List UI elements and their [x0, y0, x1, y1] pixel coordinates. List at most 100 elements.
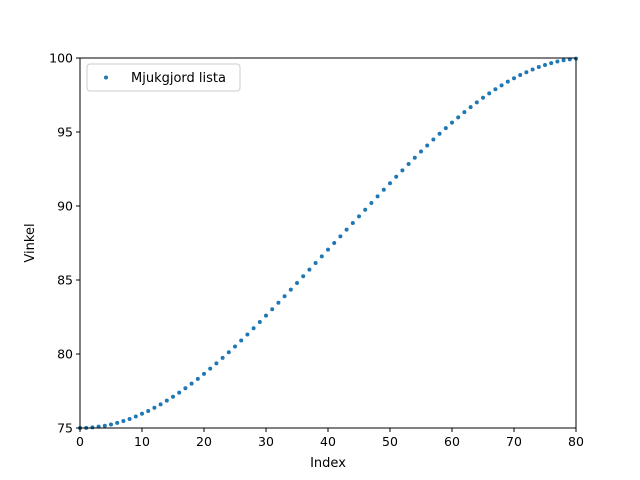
data-point [307, 267, 312, 272]
data-point [456, 115, 461, 120]
data-point [419, 149, 423, 154]
data-point [400, 168, 405, 173]
data-point [487, 91, 492, 96]
data-point [499, 83, 504, 88]
x-tick-label: 50 [382, 434, 398, 449]
data-point [164, 398, 169, 403]
data-point [115, 420, 120, 425]
data-point [202, 371, 206, 376]
data-point [443, 126, 448, 131]
data-point [357, 214, 361, 219]
data-point [220, 355, 225, 360]
data-point [195, 376, 200, 381]
x-axis-label: Index [310, 456, 346, 471]
legend-entry-label: Mjukgjord lista [131, 71, 226, 86]
x-tick-label: 0 [76, 434, 84, 449]
data-point [549, 61, 554, 66]
y-tick-label: 85 [57, 273, 73, 288]
data-point [270, 307, 275, 312]
x-tick-label: 60 [444, 434, 460, 449]
data-point [183, 386, 188, 391]
y-axis-ticks: 75 80 85 90 95 100 [49, 51, 80, 436]
y-tick-label: 100 [49, 51, 73, 66]
x-tick-label: 70 [506, 434, 522, 449]
data-point [338, 234, 343, 239]
data-point [158, 402, 163, 407]
x-tick-label: 40 [320, 434, 336, 449]
data-point [555, 59, 560, 64]
data-point [208, 366, 213, 371]
data-point [133, 414, 138, 419]
data-point [512, 76, 516, 81]
data-point [493, 87, 498, 92]
x-tick-label: 30 [258, 434, 274, 449]
data-point [257, 320, 262, 325]
y-tick-label: 80 [57, 347, 73, 362]
data-point [425, 143, 430, 148]
data-point [530, 67, 535, 72]
data-point [177, 390, 182, 395]
data-point [468, 105, 473, 110]
data-point [233, 344, 237, 349]
data-point [369, 201, 374, 206]
data-point [481, 95, 485, 100]
data-point [474, 100, 479, 105]
data-point [282, 294, 287, 299]
data-point [295, 280, 299, 285]
data-point [251, 326, 256, 331]
data-point [505, 79, 510, 84]
data-point [226, 350, 231, 355]
data-point [543, 62, 547, 67]
data-point [431, 137, 436, 142]
data-point [109, 422, 113, 427]
data-point [462, 110, 467, 115]
data-point [288, 287, 293, 292]
data-point [121, 419, 126, 424]
legend-marker [104, 75, 108, 80]
data-point [146, 408, 151, 413]
data-point [189, 381, 194, 386]
y-tick-label: 90 [57, 199, 73, 214]
x-tick-label: 20 [196, 434, 212, 449]
data-point [276, 300, 281, 305]
data-point [332, 241, 337, 245]
data-point [239, 338, 244, 343]
data-point [140, 411, 144, 416]
data-point [214, 361, 219, 366]
y-axis-label: Vinkel [23, 223, 38, 262]
data-point [326, 247, 330, 252]
data-point [388, 181, 392, 186]
legend-box [86, 63, 241, 92]
data-point [536, 65, 541, 70]
data-point [412, 155, 417, 160]
data-point [363, 207, 368, 212]
data-point [375, 194, 380, 199]
data-point [102, 423, 107, 428]
data-point [406, 161, 411, 166]
data-point [171, 394, 175, 399]
data-points [78, 56, 578, 430]
data-point [127, 416, 132, 421]
x-tick-label: 10 [134, 434, 150, 449]
data-point [350, 221, 355, 226]
data-point [381, 187, 386, 192]
data-point [313, 260, 318, 265]
data-point [561, 58, 566, 63]
y-tick-label: 95 [57, 125, 73, 140]
data-point [245, 332, 250, 337]
legend: Mjukgjord lista [86, 63, 241, 92]
data-point [344, 227, 349, 232]
data-point [394, 174, 399, 179]
y-tick-label: 75 [57, 421, 73, 436]
data-point [450, 120, 454, 125]
data-point [264, 313, 268, 318]
data-point [90, 425, 95, 430]
data-point [301, 274, 306, 279]
data-point [152, 405, 157, 410]
data-point [518, 73, 523, 78]
x-tick-label: 80 [568, 434, 584, 449]
data-point [437, 131, 442, 136]
x-axis-ticks: 0 10 20 30 40 50 60 70 80 [76, 428, 584, 449]
data-point [319, 254, 324, 259]
